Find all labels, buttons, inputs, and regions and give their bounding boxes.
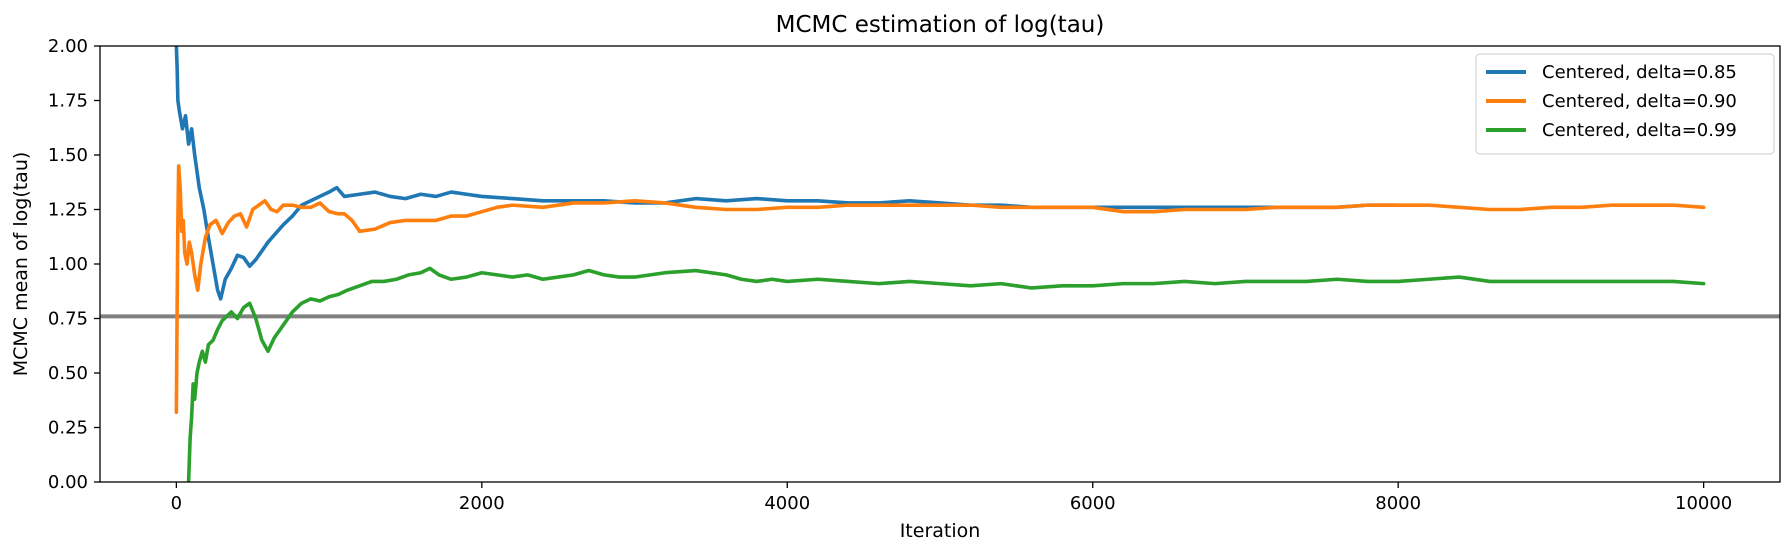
legend-label-2: Centered, delta=0.90 xyxy=(1542,91,1737,112)
plot-area xyxy=(100,46,1780,482)
y-tick-label: 0.75 xyxy=(48,309,88,330)
legend-box xyxy=(1475,53,1775,155)
y-tick-label: 0.50 xyxy=(48,363,88,384)
y-tick-label: 0.00 xyxy=(48,472,88,493)
y-tick-label: 1.75 xyxy=(48,91,88,112)
x-tick-label: 2000 xyxy=(459,493,505,514)
axes: 0 2000 4000 6000 8000 10000 0.00 0.25 0.50 0.75 1… xyxy=(48,36,1781,514)
y-axis-label: MCMC mean of log(tau) xyxy=(10,152,32,377)
x-tick-label: 4000 xyxy=(764,493,810,514)
y-tick-label: 1.50 xyxy=(48,145,88,166)
chart-title: MCMC estimation of log(tau) xyxy=(776,12,1105,38)
x-axis-ticks: 0 2000 4000 6000 8000 10000 xyxy=(171,482,1732,514)
y-axis-ticks: 0.00 0.25 0.50 0.75 1.00 1.25 1.50 1.75 2.00 xyxy=(48,36,100,493)
series-line-3 xyxy=(186,266,1706,482)
legend: Centered, delta=0.85 Centered, delta=0.90… xyxy=(1475,53,1775,155)
series-line-2 xyxy=(174,164,1706,415)
x-tick-label: 10000 xyxy=(1675,493,1732,514)
y-tick-label: 0.25 xyxy=(48,418,88,439)
x-tick-label: 0 xyxy=(171,493,182,514)
series-layer xyxy=(174,46,1706,482)
legend-label-1: Centered, delta=0.85 xyxy=(1542,62,1737,83)
y-tick-label: 1.00 xyxy=(48,254,88,275)
y-tick-label: 1.25 xyxy=(48,200,88,221)
y-tick-label: 2.00 xyxy=(48,36,88,57)
x-tick-label: 8000 xyxy=(1375,493,1421,514)
x-tick-label: 6000 xyxy=(1070,493,1116,514)
series-line-1 xyxy=(174,46,1400,301)
x-axis-label: Iteration xyxy=(900,520,981,542)
legend-label-3: Centered, delta=0.99 xyxy=(1542,120,1737,141)
